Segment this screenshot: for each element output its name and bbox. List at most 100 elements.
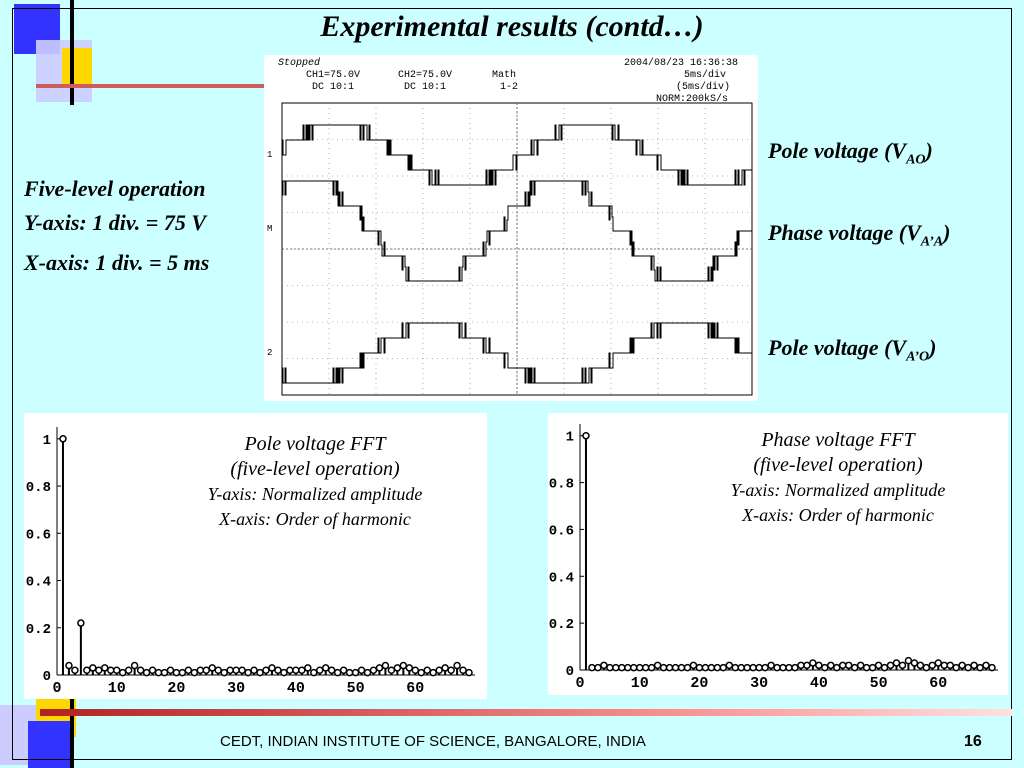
- fft-marker: [707, 663, 716, 672]
- fft-marker: [821, 663, 829, 672]
- fft-marker: [838, 661, 847, 670]
- fft-marker: [659, 663, 668, 672]
- fft-right-title: Phase voltage FFT: [761, 429, 915, 451]
- scope-ch2-coupling: DC 10:1: [404, 82, 446, 93]
- fft-right-yaxis-note: Y-axis: Normalized amplitude: [730, 480, 946, 500]
- scope-datetime: 2004/08/23 16:36:38: [624, 57, 738, 69]
- fft-marker: [588, 663, 596, 672]
- fft-marker: [594, 663, 602, 672]
- fft-x-tick-label: 20: [690, 675, 708, 692]
- fft-marker: [244, 668, 252, 677]
- fft-x-tick-label: 60: [929, 675, 947, 692]
- scope-timebase: 5ms/div: [684, 69, 726, 81]
- fft-marker: [653, 661, 662, 670]
- fft-marker: [77, 619, 85, 627]
- fft-x-tick-label: 20: [167, 680, 185, 697]
- fft-marker: [886, 661, 895, 670]
- side-note-y-axis: Y-axis: 1 div. = 75 V: [24, 210, 207, 235]
- scope-marker-math: M: [267, 224, 272, 234]
- fft-marker: [958, 661, 966, 670]
- fft-right-chart: 00.20.40.60.810 10 20 30 40 50 60: [549, 424, 998, 692]
- fft-marker: [779, 663, 787, 672]
- fft-marker: [387, 666, 396, 675]
- fft-marker: [695, 663, 704, 672]
- footer-institution: CEDT, INDIAN INSTITUTE OF SCIENCE, BANGA…: [220, 733, 646, 750]
- footer-divider: [40, 709, 1012, 716]
- fft-marker: [142, 668, 151, 677]
- fft-left-caption: Pole voltage FFT (five-level operation) …: [155, 432, 475, 532]
- fft-marker: [417, 668, 426, 677]
- scope-timebase-2: (5ms/div): [676, 81, 730, 93]
- fft-marker: [844, 661, 853, 670]
- fft-marker: [713, 663, 722, 672]
- scope-ch1-coupling: DC 10:1: [312, 82, 354, 93]
- fft-x-tick-label: 30: [227, 680, 245, 697]
- fft-marker: [190, 668, 199, 677]
- fft-marker: [785, 663, 793, 672]
- fft-marker: [761, 663, 769, 672]
- fft-marker: [731, 663, 740, 672]
- scope-math-expr: 1-2: [500, 82, 518, 93]
- fft-marker: [755, 663, 763, 672]
- fft-y-tick-label: 0: [566, 664, 574, 680]
- fft-marker: [148, 666, 157, 675]
- side-note-mode: Five-level operation: [24, 176, 206, 201]
- fft-marker: [856, 661, 865, 670]
- fft-marker: [635, 663, 644, 672]
- fft-left-chart: 00.20.40.60.810 10 20 30 40 50 60: [26, 427, 475, 697]
- fft-marker: [214, 666, 222, 675]
- side-note-x-axis: X-axis: 1 div. = 5 ms: [24, 250, 210, 275]
- fft-marker: [166, 666, 175, 675]
- scope-ch1: CH1=75.0V: [306, 70, 360, 81]
- fft-marker: [970, 661, 978, 670]
- fft-marker: [375, 664, 384, 672]
- fft-marker: [737, 663, 745, 672]
- fft-marker: [95, 666, 103, 675]
- fft-y-tick-label: 0.4: [26, 575, 51, 591]
- fft-marker: [59, 435, 67, 443]
- fft-marker: [988, 663, 996, 672]
- decor-top-left: [0, 0, 266, 105]
- fft-marker: [898, 661, 907, 670]
- fft-marker: [940, 661, 949, 670]
- page-number: 16: [964, 733, 982, 750]
- fft-x-tick-label: 50: [870, 675, 888, 692]
- fft-marker: [928, 661, 937, 670]
- fft-marker: [441, 664, 449, 672]
- fft-marker: [677, 663, 686, 672]
- fft-marker: [934, 659, 943, 667]
- fft-x-tick-label: 10: [108, 680, 126, 697]
- fft-x-tick-label: 30: [750, 675, 768, 692]
- fft-y-tick-label: 1: [566, 430, 574, 446]
- scope-math: Math: [492, 69, 516, 81]
- fft-y-tick-label: 0: [43, 669, 51, 685]
- fft-marker: [333, 668, 342, 677]
- fft-marker: [363, 668, 372, 677]
- fft-marker: [89, 664, 97, 672]
- fft-marker: [429, 668, 437, 677]
- fft-marker: [405, 664, 414, 672]
- fft-y-tick-label: 0.8: [26, 480, 51, 496]
- fft-marker: [304, 664, 312, 672]
- scope-graticule: [282, 103, 752, 395]
- fft-y-tick-label: 0.2: [26, 622, 51, 638]
- fft-marker: [892, 659, 901, 667]
- fft-marker: [71, 666, 79, 675]
- scope-status: Stopped: [278, 57, 320, 69]
- fft-marker: [809, 659, 817, 667]
- fft-x-tick-label: 0: [575, 675, 584, 692]
- fft-marker: [773, 663, 781, 672]
- fft-marker: [232, 666, 240, 675]
- fft-right-subtitle: (five-level operation): [753, 454, 923, 476]
- fft-marker: [629, 663, 638, 672]
- fft-marker: [106, 666, 115, 675]
- fft-marker: [964, 663, 972, 672]
- fft-x-tick-label: 60: [406, 680, 424, 697]
- fft-marker: [369, 666, 378, 675]
- scope-trace-pole-ao: [282, 124, 752, 186]
- fft-marker: [172, 668, 181, 677]
- fft-marker: [327, 666, 336, 675]
- fft-y-tick-label: 0.6: [26, 527, 51, 543]
- fft-x-tick-label: 50: [347, 680, 365, 697]
- fft-marker: [351, 668, 360, 677]
